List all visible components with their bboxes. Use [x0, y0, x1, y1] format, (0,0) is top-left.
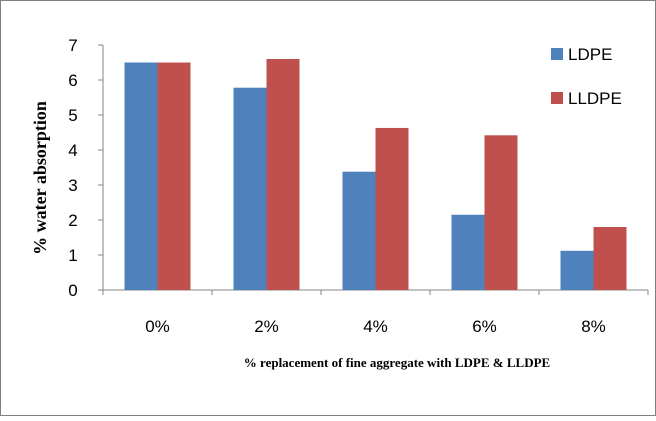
bar-ldpe-2pct — [233, 87, 267, 290]
bar-lldpe-2pct — [266, 59, 300, 290]
x-tick-label: 0% — [145, 317, 170, 336]
legend-label-ldpe: LDPE — [568, 45, 612, 64]
y-tick-labels: 0 1 2 3 4 5 6 7 — [68, 36, 77, 300]
x-tick-label: 2% — [254, 317, 279, 336]
y-tick-label: 0 — [68, 281, 77, 300]
bar-lldpe-6pct — [484, 135, 518, 290]
y-tick-label: 6 — [68, 71, 77, 90]
legend-label-lldpe: LLDPE — [568, 89, 622, 108]
y-tick-label: 3 — [68, 176, 77, 195]
y-tick-label: 5 — [68, 106, 77, 125]
y-tick-label: 1 — [68, 246, 77, 265]
bar-ldpe-6pct — [451, 214, 485, 290]
legend-swatch-ldpe — [551, 48, 563, 60]
bar-ldpe-4pct — [342, 171, 376, 290]
y-tick-label: 7 — [68, 36, 77, 55]
x-tick-label: 4% — [363, 317, 388, 336]
bars — [124, 59, 627, 290]
x-axis-label: % replacement of fine aggregate with LDP… — [244, 355, 550, 370]
x-tick-label: 6% — [472, 317, 497, 336]
bar-lldpe-4pct — [375, 127, 409, 290]
x-tick-labels: 0% 2% 4% 6% 8% — [145, 317, 606, 336]
bar-ldpe-8pct — [560, 250, 594, 290]
legend-swatch-lldpe — [551, 92, 563, 104]
x-tick-label: 8% — [581, 317, 606, 336]
y-tick-label: 4 — [68, 141, 77, 160]
y-tick-label: 2 — [68, 211, 77, 230]
bar-lldpe-0pct — [157, 62, 191, 290]
y-axis-label: % water absorption — [30, 101, 50, 255]
bar-lldpe-8pct — [593, 227, 627, 290]
legend: LDPE LLDPE — [551, 45, 622, 108]
bar-ldpe-0pct — [124, 62, 158, 290]
